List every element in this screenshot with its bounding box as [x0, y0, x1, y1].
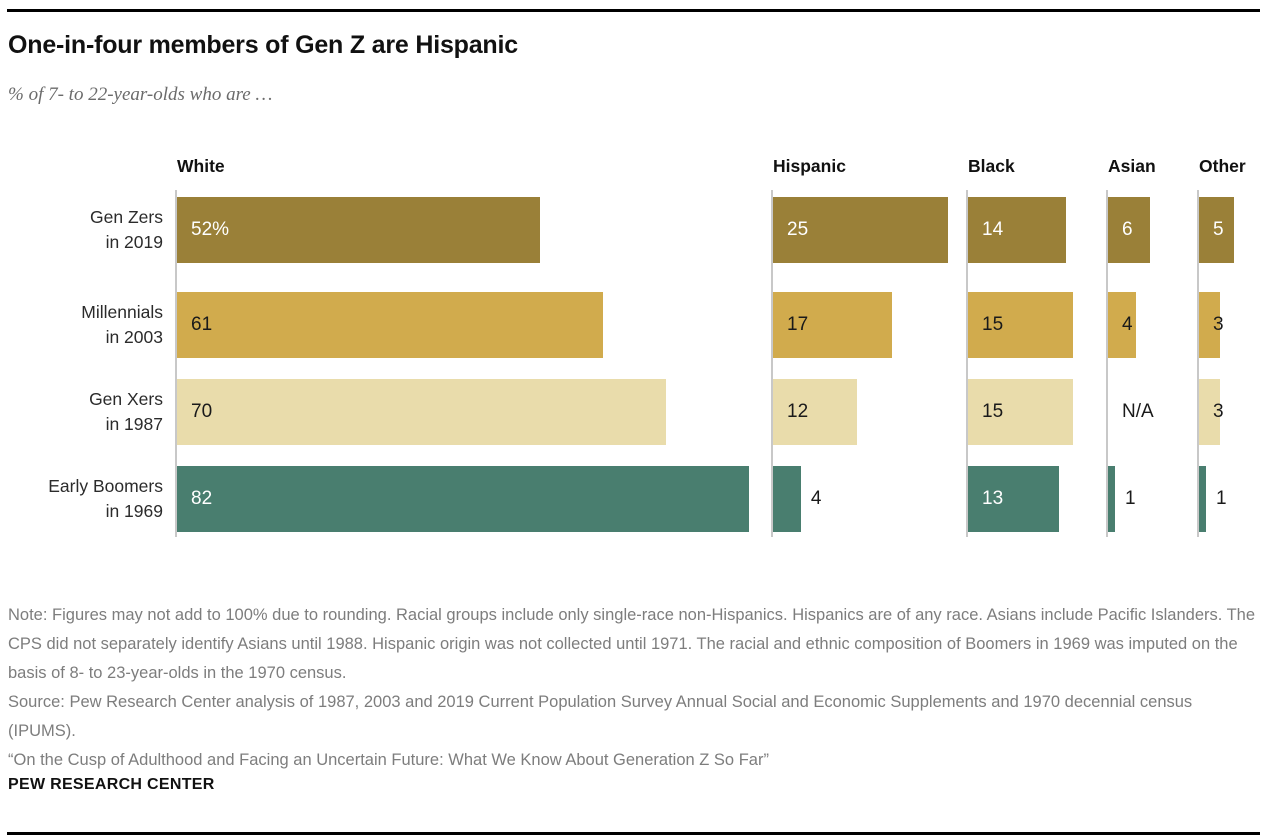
column-header: Black: [968, 156, 1015, 176]
chart-title: One-in-four members of Gen Z are Hispani…: [8, 31, 518, 59]
bar: [773, 379, 857, 445]
bar-value-label: 15: [982, 401, 1004, 422]
column-axis: [1106, 190, 1108, 537]
bar-value-label: 25: [787, 219, 809, 240]
row-label-line: Millennials: [81, 302, 163, 322]
bar: [773, 466, 801, 532]
column-axis: [966, 190, 968, 537]
bar: [1199, 379, 1220, 445]
bar-value-label: 3: [1213, 314, 1224, 335]
bar-value-label: 13: [982, 488, 1004, 509]
brand-wordmark: PEW RESEARCH CENTER: [8, 776, 215, 793]
bar: [177, 379, 666, 445]
column-header: Hispanic: [773, 156, 846, 176]
bar-value-label: 15: [982, 314, 1004, 335]
column-axis: [1197, 190, 1199, 537]
column-axis: [175, 190, 177, 537]
bar-value-label: 52%: [191, 219, 230, 240]
bar-value-label: 12: [787, 401, 809, 422]
chart-subtitle: % of 7- to 22-year-olds who are …: [8, 84, 273, 105]
chart-notes: Note: Figures may not add to 100% due to…: [8, 601, 1256, 775]
bar-value-label: 1: [1124, 488, 1136, 509]
bar-value-label: 5: [1213, 219, 1224, 240]
bar: [968, 292, 1073, 358]
top-divider: [7, 9, 1260, 12]
bar: [1199, 466, 1206, 532]
row-label: Gen Xers in 1987: [0, 387, 163, 437]
bar: [1108, 292, 1136, 358]
bar: [968, 197, 1066, 263]
bar: [773, 292, 892, 358]
bar-value-label: 82: [191, 488, 213, 509]
bar-value-label: 3: [1213, 401, 1224, 422]
row-label-line: Early Boomers: [48, 476, 163, 496]
bar: [1108, 466, 1115, 532]
bar-value-label: 61: [191, 314, 213, 335]
row-label-line: Gen Xers: [89, 389, 163, 409]
bar-value-label: 14: [982, 219, 1004, 240]
bar: [177, 197, 540, 263]
column-header: Asian: [1108, 156, 1156, 176]
bar-value-label: N/A: [1122, 401, 1154, 422]
note-text: Note: Figures may not add to 100% due to…: [8, 606, 1256, 682]
bar: [1199, 197, 1234, 263]
column-axis: [771, 190, 773, 537]
bar: [1108, 197, 1150, 263]
bar: [177, 466, 750, 532]
bar-value-label: 1: [1215, 488, 1227, 509]
bar: [968, 466, 1059, 532]
bar: [177, 292, 603, 358]
column-header: White: [177, 156, 225, 176]
bar-value-label: 4: [810, 488, 822, 509]
row-label-line: in 1969: [105, 501, 163, 521]
bar: [773, 197, 948, 263]
row-label: Millennials in 2003: [0, 300, 163, 350]
bar-value-label: 6: [1122, 219, 1133, 240]
bar-value-label: 70: [191, 401, 213, 422]
row-label-line: in 1987: [105, 414, 163, 434]
bar: [1199, 292, 1220, 358]
row-label-line: Gen Zers: [90, 207, 163, 227]
bar-chart: White Hispanic Black Asian Other Gen Zers in 2…: [0, 156, 1246, 537]
bar: [968, 379, 1073, 445]
column-header: Other: [1199, 156, 1246, 176]
row-label: Gen Zers in 2019: [0, 205, 163, 255]
bottom-divider: [7, 832, 1260, 835]
bar-value-label: 17: [787, 314, 809, 335]
bar-value-label: 4: [1122, 314, 1133, 335]
row-label-line: in 2019: [105, 232, 163, 252]
report-title: “On the Cusp of Adulthood and Facing an …: [8, 751, 769, 769]
row-label: Early Boomers in 1969: [0, 474, 163, 524]
source-text: Source: Pew Research Center analysis of …: [8, 693, 1193, 740]
row-label-line: in 2003: [105, 327, 163, 347]
